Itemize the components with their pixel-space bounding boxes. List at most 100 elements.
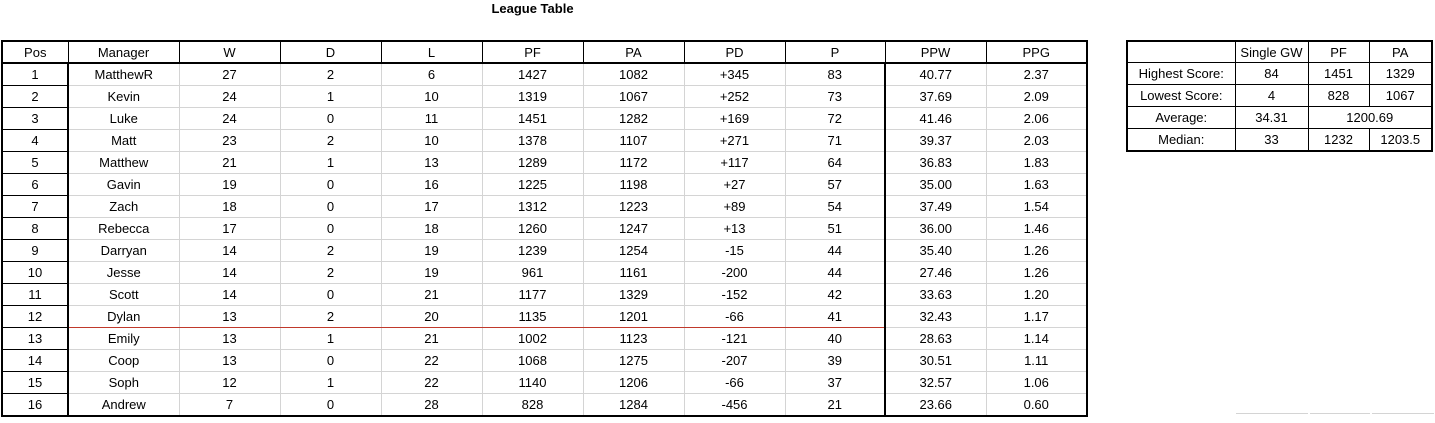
cell-pos[interactable]: 1 [2, 63, 69, 86]
cell-pd[interactable]: +13 [684, 217, 786, 240]
cell-d[interactable]: 0 [280, 393, 382, 416]
cell-w[interactable]: 14 [179, 283, 281, 306]
cell-pd[interactable]: +89 [684, 195, 786, 218]
stats-header-single-gw[interactable]: Single GW [1234, 40, 1309, 63]
stats-lowest-pa[interactable]: 1067 [1368, 84, 1433, 107]
cell-ppw[interactable]: 33.63 [885, 283, 987, 306]
stats-highest-pf[interactable]: 1451 [1307, 62, 1370, 85]
cell-pd[interactable]: +117 [684, 151, 786, 174]
cell-l[interactable]: 22 [381, 371, 483, 394]
col-header-l[interactable]: L [380, 40, 483, 64]
cell-ppg[interactable]: 1.54 [986, 195, 1088, 218]
cell-manager[interactable]: Darryan [68, 239, 180, 262]
cell-pf[interactable]: 1451 [482, 107, 584, 130]
cell-p[interactable]: 71 [785, 129, 886, 152]
cell-p[interactable]: 83 [785, 63, 886, 86]
cell-pa[interactable]: 1275 [583, 349, 685, 372]
cell-ppw[interactable]: 40.77 [885, 63, 987, 86]
cell-pd[interactable]: -200 [684, 261, 786, 284]
cell-pd[interactable]: +271 [684, 129, 786, 152]
cell-pos[interactable]: 6 [2, 173, 69, 196]
cell-manager[interactable]: Matthew [68, 151, 180, 174]
cell-d[interactable]: 0 [280, 217, 382, 240]
cell-l[interactable]: 18 [381, 217, 483, 240]
cell-ppg[interactable]: 1.11 [986, 349, 1088, 372]
cell-d[interactable]: 0 [280, 173, 382, 196]
cell-pf[interactable]: 1225 [482, 173, 584, 196]
col-header-ppw[interactable]: PPW [884, 40, 987, 64]
col-header-pd[interactable]: PD [683, 40, 786, 64]
cell-ppw[interactable]: 35.00 [885, 173, 987, 196]
cell-manager[interactable]: Soph [68, 371, 180, 394]
cell-pd[interactable]: +252 [684, 85, 786, 108]
cell-pos[interactable]: 9 [2, 239, 69, 262]
cell-pd[interactable]: -15 [684, 239, 786, 262]
cell-l[interactable]: 10 [381, 129, 483, 152]
cell-l[interactable]: 19 [381, 239, 483, 262]
cell-ppw[interactable]: 28.63 [885, 327, 987, 350]
stats-header-pf[interactable]: PF [1307, 40, 1370, 63]
cell-pos[interactable]: 7 [2, 195, 69, 218]
cell-ppw[interactable]: 32.57 [885, 371, 987, 394]
stats-label-average[interactable]: Average: [1126, 106, 1236, 129]
cell-pd[interactable]: -152 [684, 283, 786, 306]
cell-l[interactable]: 13 [381, 151, 483, 174]
cell-p[interactable]: 54 [785, 195, 886, 218]
cell-pf[interactable]: 1002 [482, 327, 584, 350]
cell-ppw[interactable]: 41.46 [885, 107, 987, 130]
cell-manager[interactable]: Zach [68, 195, 180, 218]
cell-pa[interactable]: 1161 [583, 261, 685, 284]
cell-pd[interactable]: +345 [684, 63, 786, 86]
cell-pa[interactable]: 1223 [583, 195, 685, 218]
cell-ppg[interactable]: 1.83 [986, 151, 1088, 174]
cell-pa[interactable]: 1107 [583, 129, 685, 152]
cell-w[interactable]: 14 [179, 261, 281, 284]
cell-l[interactable]: 28 [381, 393, 483, 416]
cell-pa[interactable]: 1282 [583, 107, 685, 130]
cell-p[interactable]: 41 [785, 305, 886, 328]
cell-manager[interactable]: Kevin [68, 85, 180, 108]
cell-pf[interactable]: 1177 [482, 283, 584, 306]
cell-ppg[interactable]: 2.06 [986, 107, 1088, 130]
stats-highest-pa[interactable]: 1329 [1368, 62, 1433, 85]
cell-p[interactable]: 57 [785, 173, 886, 196]
cell-pa[interactable]: 1254 [583, 239, 685, 262]
cell-w[interactable]: 12 [179, 371, 281, 394]
cell-ppw[interactable]: 23.66 [885, 393, 987, 416]
cell-manager[interactable]: MatthewR [68, 63, 180, 86]
cell-ppw[interactable]: 30.51 [885, 349, 987, 372]
cell-ppg[interactable]: 2.37 [986, 63, 1088, 86]
cell-p[interactable]: 51 [785, 217, 886, 240]
empty-cell[interactable] [1310, 413, 1370, 423]
cell-pf[interactable]: 1312 [482, 195, 584, 218]
cell-w[interactable]: 13 [179, 327, 281, 350]
cell-p[interactable]: 44 [785, 239, 886, 262]
cell-w[interactable]: 24 [179, 85, 281, 108]
cell-ppg[interactable]: 1.20 [986, 283, 1088, 306]
cell-w[interactable]: 13 [179, 349, 281, 372]
cell-w[interactable]: 27 [179, 63, 281, 86]
col-header-pos[interactable]: Pos [1, 40, 69, 64]
cell-l[interactable]: 6 [381, 63, 483, 86]
stats-header-blank[interactable] [1126, 40, 1236, 63]
cell-pa[interactable]: 1247 [583, 217, 685, 240]
cell-pa[interactable]: 1329 [583, 283, 685, 306]
cell-p[interactable]: 39 [785, 349, 886, 372]
cell-pf[interactable]: 1135 [482, 305, 584, 328]
cell-d[interactable]: 2 [280, 305, 382, 328]
cell-pf[interactable]: 1239 [482, 239, 584, 262]
cell-manager[interactable]: Andrew [68, 393, 180, 416]
cell-d[interactable]: 2 [280, 261, 382, 284]
cell-manager[interactable]: Dylan [68, 305, 180, 328]
cell-ppg[interactable]: 1.46 [986, 217, 1088, 240]
cell-l[interactable]: 21 [381, 327, 483, 350]
cell-pa[interactable]: 1082 [583, 63, 685, 86]
cell-p[interactable]: 44 [785, 261, 886, 284]
cell-pd[interactable]: -121 [684, 327, 786, 350]
cell-d[interactable]: 2 [280, 63, 382, 86]
cell-pos[interactable]: 11 [2, 283, 69, 306]
cell-ppg[interactable]: 2.03 [986, 129, 1088, 152]
cell-pos[interactable]: 14 [2, 349, 69, 372]
stats-median-pa[interactable]: 1203.5 [1368, 128, 1433, 152]
col-header-pf[interactable]: PF [481, 40, 584, 64]
